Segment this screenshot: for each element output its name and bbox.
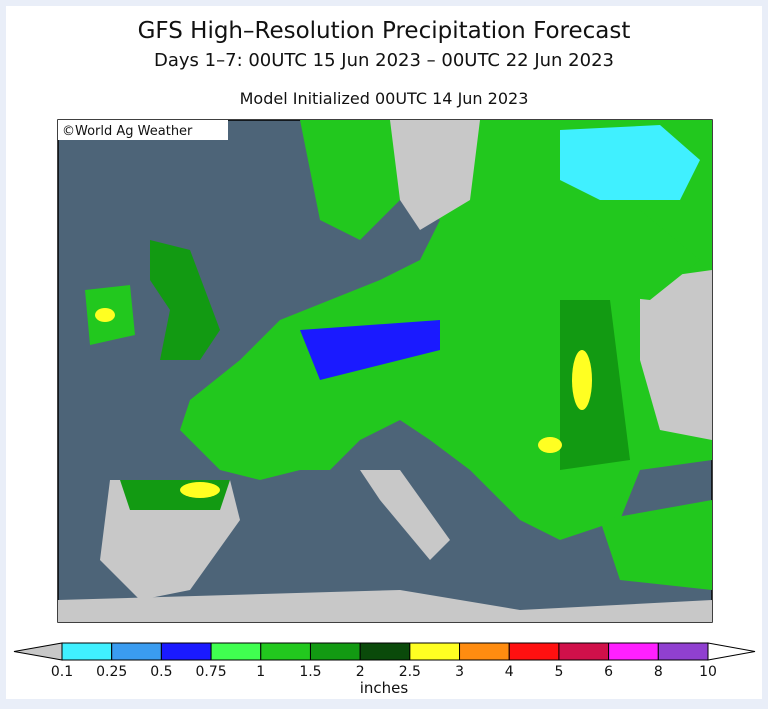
precip-max <box>572 350 592 410</box>
credit: ©World Ag Weather <box>62 124 193 139</box>
colorbar-bin <box>459 642 510 661</box>
land-belarus <box>520 210 700 300</box>
colorbar-tick-label: 0.5 <box>150 664 172 680</box>
land-finland <box>560 125 700 200</box>
land-russia <box>640 270 712 440</box>
map: ©World Ag Weather <box>57 119 713 623</box>
land-scandinavia <box>390 120 480 230</box>
colorbar-bin <box>558 642 610 661</box>
colorbar-tick-label: 1.5 <box>299 664 321 680</box>
precip-east <box>560 300 630 470</box>
colorbar-bin <box>210 642 262 661</box>
colorbar-tick-label: 0.25 <box>96 664 127 680</box>
colorbar-tick-label: 3 <box>455 664 464 680</box>
colorbar-tick-label: 6 <box>604 664 613 680</box>
land-britain <box>150 240 220 360</box>
precip-max <box>180 482 220 498</box>
colorbar-unit: inches <box>360 679 409 697</box>
colorbar-tick-label: 10 <box>699 664 717 680</box>
colorbar-bin <box>508 642 560 661</box>
colorbar-tick-label: 2.5 <box>399 664 421 680</box>
colorbar-bin <box>260 642 311 661</box>
precip-max <box>95 308 115 322</box>
colorbar-bin <box>608 642 659 661</box>
land-italy <box>360 470 450 560</box>
colorbar-bin <box>61 642 113 661</box>
colorbar-bin <box>359 642 411 661</box>
colorbar-bin <box>111 642 162 661</box>
colorbar-bin <box>657 642 709 661</box>
colorbar-tick-label: 5 <box>554 664 563 680</box>
colorbar-bin <box>160 642 212 661</box>
colorbar-bin <box>409 642 461 661</box>
colorbar: 0.1 0.25 0.5 0.75 1 1.5 2 2.5 3 4 5 6 8 10 <box>13 642 756 680</box>
credit-box <box>58 120 228 140</box>
colorbar-tick-label: 2 <box>356 664 365 680</box>
subtitle: Days 1–7: 00UTC 15 Jun 2023 – 00UTC 22 J… <box>154 50 614 71</box>
precip-max <box>538 437 562 453</box>
precip-band <box>300 320 440 380</box>
colorbar-tick-label: 4 <box>505 664 514 680</box>
colorbar-tick-label: 0.1 <box>51 664 73 680</box>
land-turkey <box>600 500 712 590</box>
colorbar-tick-label: 0.75 <box>195 664 226 680</box>
title: GFS High–Resolution Precipitation Foreca… <box>138 18 631 44</box>
init-time: Model Initialized 00UTC 14 Jun 2023 <box>240 89 529 108</box>
colorbar-bin <box>309 642 361 661</box>
land-africa <box>58 590 712 622</box>
colorbar-tick-label: 1 <box>256 664 265 680</box>
colorbar-tick-label: 8 <box>654 664 663 680</box>
